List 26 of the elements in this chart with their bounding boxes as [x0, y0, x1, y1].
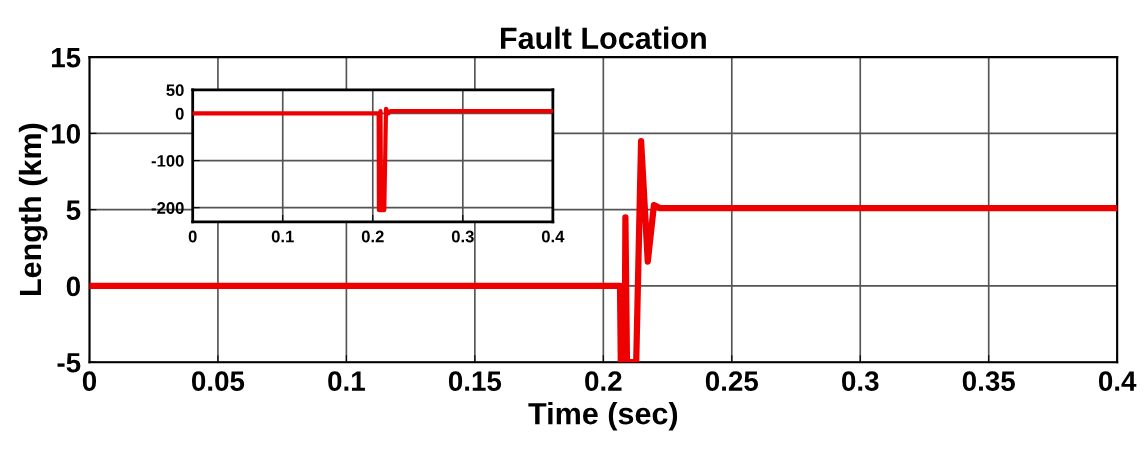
x-tick-label: 0.1	[271, 230, 294, 243]
y-tick-label: 0	[175, 107, 184, 120]
y-tick-label: 10	[51, 124, 80, 144]
x-tick-label: 0.2	[361, 230, 384, 243]
y-tick-label: 0	[66, 276, 80, 297]
y-tick-label: 15	[51, 48, 81, 68]
x-tick-label: 0.3	[451, 230, 474, 243]
y-tick-label: -100	[151, 154, 184, 167]
y-tick-label: 50	[166, 84, 184, 97]
x-tick-label: 0	[82, 371, 97, 391]
x-tick-label: 0.05	[192, 371, 245, 391]
x-tick-label: 0.15	[448, 371, 502, 391]
x-tick-label: 0.1	[328, 371, 365, 391]
y-tick-label: -5	[57, 353, 81, 373]
x-tick-label: 0.3	[842, 371, 879, 392]
x-tick-label: 0.4	[541, 230, 565, 243]
x-tick-label: 0.4	[1098, 371, 1137, 391]
x-tick-label: 0.2	[585, 371, 622, 391]
y-axis-title: Length (km)	[18, 123, 48, 296]
y-tick-label: 5	[66, 200, 81, 220]
x-tick-label: 0.35	[962, 371, 1015, 392]
x-tick-label: 0	[188, 230, 197, 243]
chart-title: Fault Location	[500, 26, 706, 50]
x-axis-title: Time (sec)	[528, 402, 678, 431]
line-series	[192, 106, 553, 213]
x-tick-label: 0.25	[705, 371, 759, 391]
